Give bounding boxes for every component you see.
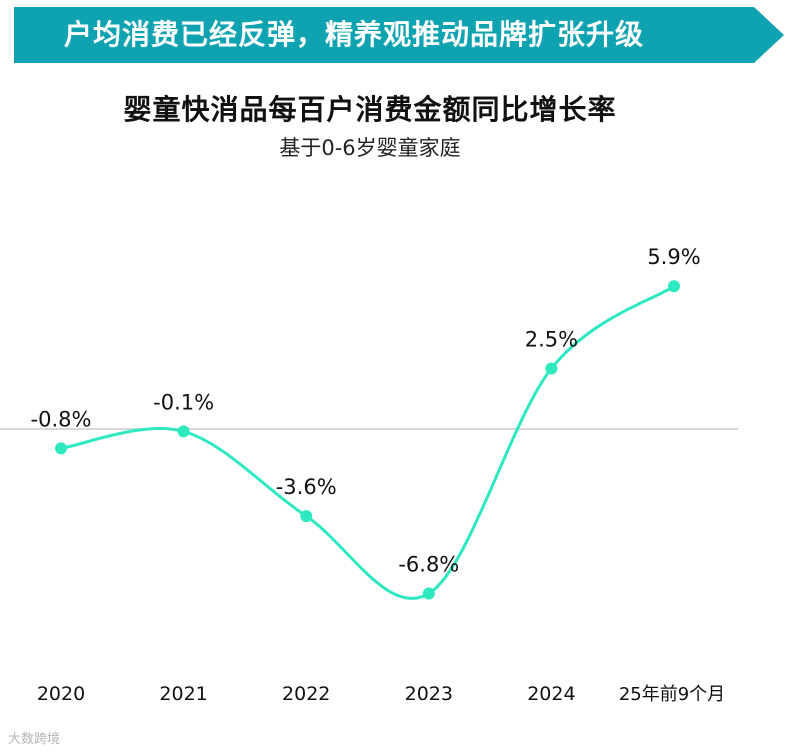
banner-text: 户均消费已经反弹，精养观推动品牌扩张升级 <box>64 18 645 51</box>
x-tick-label: 2023 <box>405 683 453 705</box>
x-tick-label: 2021 <box>159 683 207 705</box>
x-tick-label: 2022 <box>282 683 330 705</box>
chart-title: 婴童快消品每百户消费金额同比增长率 <box>123 93 617 126</box>
data-point <box>545 362 558 375</box>
data-label: 2.5% <box>525 328 578 352</box>
x-tick-label: 2020 <box>37 683 85 705</box>
banner-arrow-shape <box>14 7 784 63</box>
data-point <box>300 510 313 523</box>
data-label: -0.1% <box>153 390 214 414</box>
data-label: 5.9% <box>647 245 700 269</box>
x-tick-label: 2024 <box>527 683 575 705</box>
data-point <box>668 280 680 293</box>
data-label: -6.8% <box>398 553 459 577</box>
series-line <box>60 284 675 600</box>
data-point <box>55 442 67 455</box>
chart-subtitle: 基于0-6岁婴童家庭 <box>279 136 461 160</box>
data-label: -0.8% <box>31 407 92 431</box>
data-point <box>177 425 190 438</box>
header-banner: 户均消费已经反弹，精养观推动品牌扩张升级 <box>14 3 784 67</box>
data-label: -3.6% <box>276 475 337 499</box>
x-tick-label: 25年前9个月 <box>619 684 725 705</box>
watermark: 大数跨境 <box>8 732 61 747</box>
data-point <box>422 587 435 600</box>
